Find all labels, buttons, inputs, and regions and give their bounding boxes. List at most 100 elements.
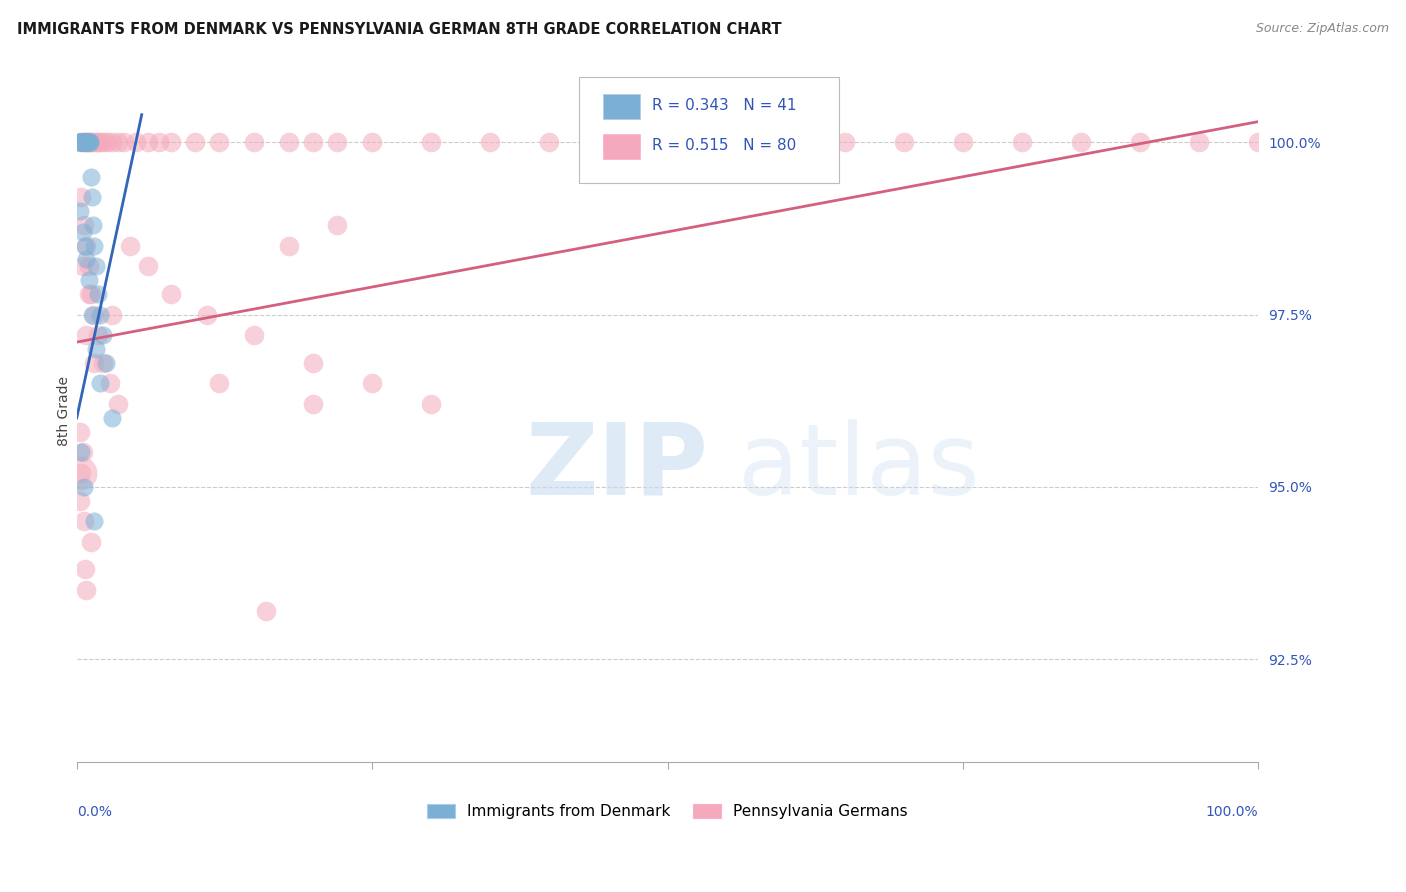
FancyBboxPatch shape — [603, 94, 640, 120]
Point — [83, 308, 105, 322]
Point — [420, 136, 443, 150]
Point — [87, 328, 110, 343]
Point — [302, 397, 325, 411]
Point — [118, 238, 141, 252]
Point — [79, 136, 101, 150]
Point — [107, 136, 129, 150]
Point — [1188, 136, 1211, 150]
Point — [136, 260, 159, 274]
Point — [598, 136, 620, 150]
Text: 100.0%: 100.0% — [1206, 805, 1258, 819]
Point — [834, 136, 856, 150]
Point — [77, 286, 100, 301]
Point — [160, 136, 183, 150]
Point — [207, 376, 229, 391]
Point — [84, 136, 107, 150]
Point — [82, 190, 104, 204]
Point — [79, 136, 101, 150]
Point — [325, 136, 347, 150]
Point — [89, 376, 111, 391]
Point — [243, 328, 266, 343]
Point — [75, 328, 97, 343]
Point — [69, 425, 91, 439]
Point — [87, 136, 110, 150]
Point — [91, 356, 114, 370]
Point — [69, 136, 91, 150]
Point — [82, 308, 104, 322]
Point — [101, 308, 124, 322]
Point — [1129, 136, 1152, 150]
Point — [73, 218, 96, 232]
Point — [479, 136, 502, 150]
Point — [75, 136, 97, 150]
Point — [101, 136, 124, 150]
Point — [80, 286, 103, 301]
Point — [195, 308, 218, 322]
Point — [775, 136, 797, 150]
Point — [98, 376, 121, 391]
Point — [73, 136, 96, 150]
Point — [69, 136, 91, 150]
Point — [76, 136, 98, 150]
Y-axis label: 8th Grade: 8th Grade — [58, 376, 72, 446]
Point — [82, 218, 104, 232]
Text: 0.0%: 0.0% — [77, 805, 111, 819]
Text: R = 0.515   N = 80: R = 0.515 N = 80 — [652, 138, 796, 153]
Point — [77, 260, 100, 274]
Point — [73, 136, 96, 150]
Point — [73, 562, 96, 576]
Point — [75, 238, 97, 252]
Point — [70, 445, 93, 459]
Point — [302, 136, 325, 150]
Point — [716, 136, 738, 150]
Point — [73, 136, 96, 150]
Point — [83, 356, 105, 370]
Point — [96, 136, 118, 150]
Point — [657, 136, 679, 150]
Point — [82, 136, 104, 150]
Point — [77, 273, 100, 287]
Point — [75, 136, 97, 150]
Point — [73, 480, 96, 494]
Text: R = 0.343   N = 41: R = 0.343 N = 41 — [652, 98, 797, 112]
Point — [89, 136, 111, 150]
Point — [73, 136, 96, 150]
Point — [77, 136, 100, 150]
Point — [79, 136, 101, 150]
Point — [302, 356, 325, 370]
FancyBboxPatch shape — [603, 134, 640, 160]
Point — [75, 136, 97, 150]
Point — [72, 225, 94, 239]
Point — [72, 136, 94, 150]
Point — [325, 218, 347, 232]
Point — [184, 136, 207, 150]
Point — [72, 260, 94, 274]
Point — [538, 136, 561, 150]
FancyBboxPatch shape — [579, 78, 839, 183]
Point — [93, 136, 115, 150]
Point — [80, 136, 103, 150]
Point — [73, 514, 96, 528]
Point — [72, 136, 94, 150]
Point — [207, 136, 229, 150]
Point — [83, 514, 105, 528]
Text: Source: ZipAtlas.com: Source: ZipAtlas.com — [1256, 22, 1389, 36]
Point — [148, 136, 170, 150]
Point — [361, 376, 384, 391]
Point — [80, 535, 103, 549]
Point — [72, 136, 94, 150]
Point — [69, 466, 91, 480]
Point — [73, 136, 96, 150]
Point — [76, 136, 98, 150]
Legend: Immigrants from Denmark, Pennsylvania Germans: Immigrants from Denmark, Pennsylvania Ge… — [422, 797, 914, 825]
Text: ZIP: ZIP — [526, 418, 709, 516]
Point — [1011, 136, 1033, 150]
Point — [76, 136, 98, 150]
Point — [254, 604, 277, 618]
Point — [80, 169, 103, 184]
Point — [70, 466, 93, 480]
Point — [70, 136, 93, 150]
Point — [73, 136, 96, 150]
Point — [96, 356, 118, 370]
Point — [125, 136, 148, 150]
